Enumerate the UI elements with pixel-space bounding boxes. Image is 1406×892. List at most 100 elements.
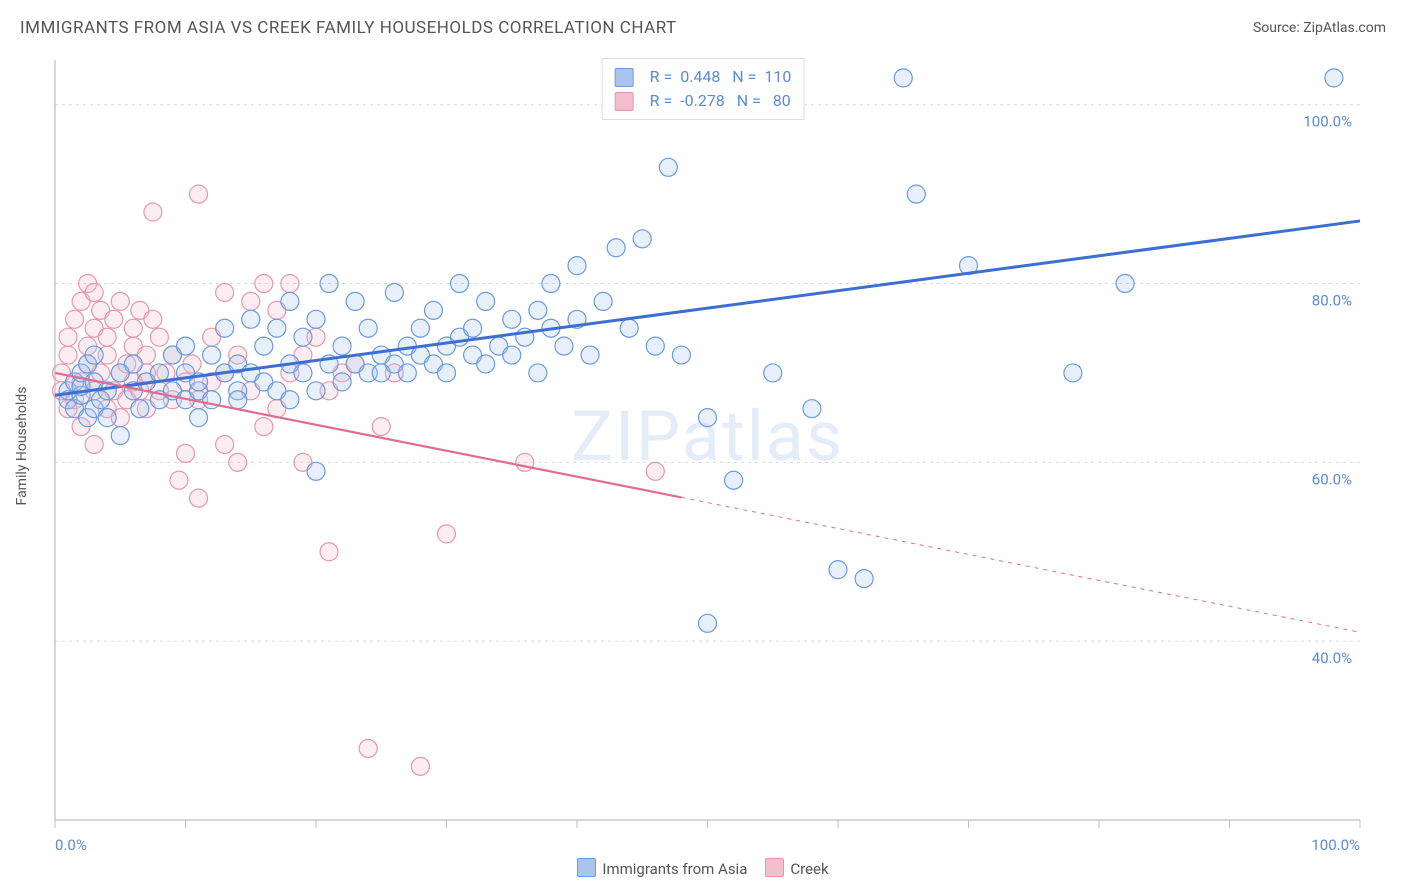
- data-point: [424, 301, 442, 319]
- data-point: [555, 337, 573, 355]
- data-point: [529, 301, 547, 319]
- data-point: [855, 570, 873, 588]
- data-point: [242, 292, 260, 310]
- data-point: [699, 614, 717, 632]
- data-point: [105, 310, 123, 328]
- data-point: [307, 382, 325, 400]
- y-tick-label: 100.0%: [1303, 113, 1352, 131]
- data-point: [659, 158, 677, 176]
- data-point: [672, 346, 690, 364]
- data-point: [464, 319, 482, 337]
- data-point: [177, 337, 195, 355]
- legend-swatch: [615, 92, 634, 111]
- data-point: [894, 69, 912, 87]
- data-point: [438, 364, 456, 382]
- scatter-chart: 40.0%60.0%80.0%100.0%ZIPatlas0.0%100.0%: [0, 50, 1406, 892]
- bottom-legend: Immigrants from AsiaCreek: [0, 858, 1406, 878]
- data-point: [229, 453, 247, 471]
- data-point: [372, 418, 390, 436]
- data-point: [320, 275, 338, 293]
- data-point: [907, 185, 925, 203]
- correlation-legend: R = 0.448 N = 110R = -0.278 N = 80: [602, 58, 805, 120]
- data-point: [477, 292, 495, 310]
- data-point: [568, 257, 586, 275]
- data-point: [829, 561, 847, 579]
- data-point: [477, 355, 495, 373]
- data-point: [1064, 364, 1082, 382]
- x-tick-label: 100.0%: [1311, 836, 1360, 854]
- data-point: [359, 319, 377, 337]
- data-point: [359, 739, 377, 757]
- data-point: [529, 364, 547, 382]
- data-point: [411, 757, 429, 775]
- data-point: [216, 435, 234, 453]
- data-point: [503, 310, 521, 328]
- data-point: [385, 283, 403, 301]
- data-point: [255, 275, 273, 293]
- data-point: [333, 373, 351, 391]
- data-point: [216, 283, 234, 301]
- data-point: [124, 319, 142, 337]
- data-point: [59, 328, 77, 346]
- data-point: [294, 364, 312, 382]
- data-point: [320, 543, 338, 561]
- data-point: [699, 409, 717, 427]
- data-point: [59, 346, 77, 364]
- data-point: [803, 400, 821, 418]
- data-point: [98, 409, 116, 427]
- y-tick-label: 60.0%: [1312, 470, 1352, 488]
- data-point: [66, 310, 84, 328]
- y-tick-label: 80.0%: [1312, 292, 1352, 310]
- data-point: [646, 337, 664, 355]
- legend-swatch: [577, 858, 596, 877]
- data-point: [111, 427, 129, 445]
- data-point: [144, 310, 162, 328]
- legend-label: Immigrants from Asia: [602, 860, 747, 878]
- legend-swatch: [765, 858, 784, 877]
- data-point: [85, 346, 103, 364]
- data-point: [411, 319, 429, 337]
- data-point: [620, 319, 638, 337]
- legend-stats: R = -0.278 N = 80: [650, 89, 791, 113]
- data-point: [229, 391, 247, 409]
- data-point: [346, 292, 364, 310]
- legend-stats: R = 0.448 N = 110: [650, 65, 792, 89]
- data-point: [307, 462, 325, 480]
- source-label: Source: ZipAtlas.com: [1253, 20, 1386, 36]
- data-point: [131, 400, 149, 418]
- data-point: [281, 275, 299, 293]
- chart-title: IMMIGRANTS FROM ASIA VS CREEK FAMILY HOU…: [20, 18, 677, 38]
- data-point: [438, 525, 456, 543]
- data-point: [203, 346, 221, 364]
- data-point: [281, 292, 299, 310]
- data-point: [85, 283, 103, 301]
- data-point: [111, 292, 129, 310]
- data-point: [124, 355, 142, 373]
- data-point: [281, 391, 299, 409]
- data-point: [242, 310, 260, 328]
- data-point: [190, 489, 208, 507]
- data-point: [190, 409, 208, 427]
- data-point: [1116, 275, 1134, 293]
- data-point: [190, 185, 208, 203]
- data-point: [725, 471, 743, 489]
- data-point: [646, 462, 664, 480]
- legend-row: R = 0.448 N = 110: [615, 65, 792, 89]
- legend-swatch: [615, 68, 634, 87]
- data-point: [294, 328, 312, 346]
- data-point: [144, 203, 162, 221]
- data-point: [398, 364, 416, 382]
- trend-line-dashed: [681, 497, 1360, 632]
- data-point: [307, 310, 325, 328]
- data-point: [216, 319, 234, 337]
- data-point: [177, 444, 195, 462]
- x-tick-label: 0.0%: [55, 836, 87, 854]
- legend-row: R = -0.278 N = 80: [615, 89, 792, 113]
- data-point: [594, 292, 612, 310]
- data-point: [268, 319, 286, 337]
- data-point: [170, 471, 188, 489]
- data-point: [85, 435, 103, 453]
- data-point: [607, 239, 625, 257]
- y-tick-label: 40.0%: [1312, 649, 1352, 667]
- data-point: [333, 337, 351, 355]
